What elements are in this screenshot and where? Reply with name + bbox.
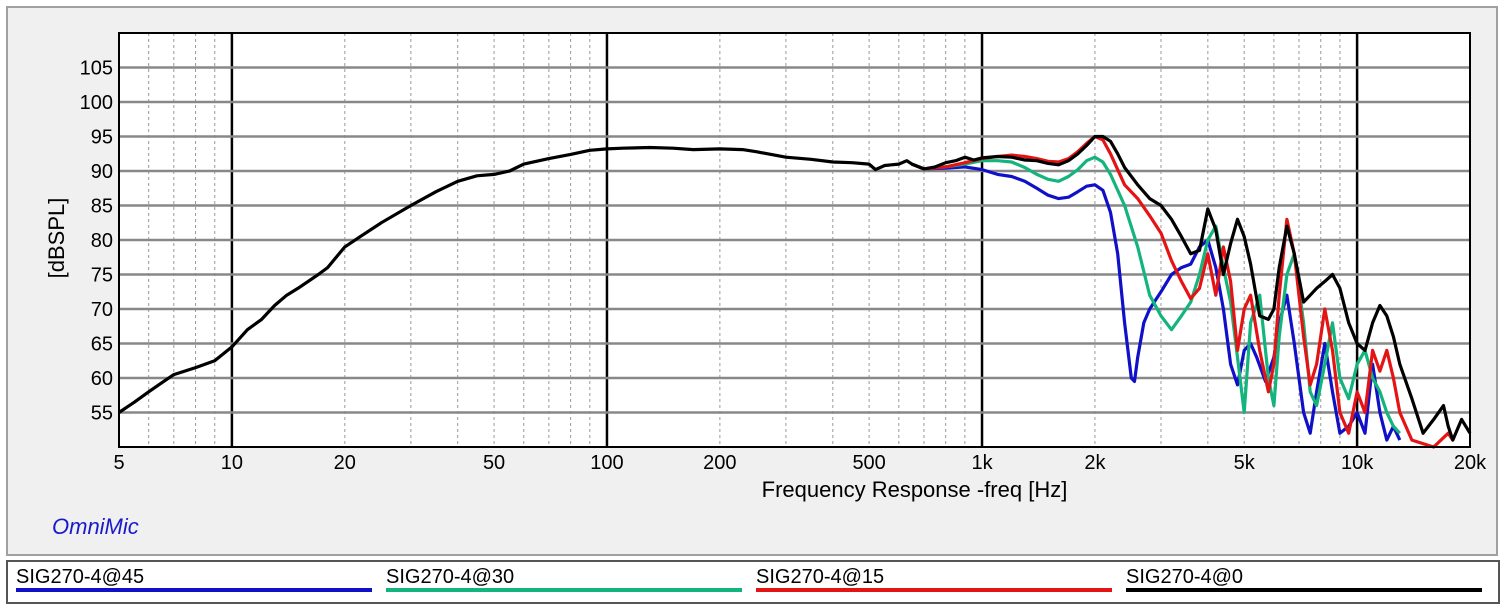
legend-item: SIG270-4@0 <box>1126 564 1482 600</box>
x-tick-label: 20 <box>334 452 356 474</box>
series-line-3 <box>118 134 1472 442</box>
series-line-1 <box>911 155 1401 435</box>
x-tick-label: 5k <box>1234 452 1256 474</box>
legend-label: SIG270-4@0 <box>1126 566 1244 588</box>
y-tick-label: 85 <box>91 196 113 218</box>
y-tick-label: 75 <box>91 265 113 287</box>
x-tick-label: 50 <box>483 452 505 474</box>
frequency-response-chart: 55 60 65 70 75 80 85 90 95 100 105 5 10 20 50 100 200 500… <box>44 32 1487 502</box>
plot-border <box>118 32 1471 448</box>
x-axis-title: Frequency Response -freq [Hz] <box>762 477 1068 502</box>
legend-item: SIG270-4@30 <box>386 564 742 600</box>
y-tick-label: 70 <box>91 299 113 321</box>
legend-item: SIG270-4@15 <box>756 564 1112 600</box>
x-tick-label: 100 <box>590 452 623 474</box>
legend-item: SIG270-4@45 <box>16 564 372 600</box>
legend-swatch <box>386 588 742 592</box>
legend-swatch <box>1126 588 1482 592</box>
legend-swatch <box>16 588 372 592</box>
y-tick-label: 60 <box>91 368 113 390</box>
x-tick-label: 10k <box>1341 452 1374 474</box>
series-line-0 <box>911 162 1402 442</box>
x-tick-label: 500 <box>852 452 885 474</box>
x-tick-label: 1k <box>971 452 993 474</box>
x-tick-label: 2k <box>1084 452 1106 474</box>
y-axis-title: [dBSPL] <box>44 198 69 279</box>
x-tick-label: 5 <box>113 452 124 474</box>
y-tick-label: 80 <box>91 230 113 252</box>
y-tick-label: 90 <box>91 161 113 183</box>
y-tick-label: 55 <box>91 403 113 425</box>
legend-swatch <box>756 588 1112 592</box>
x-tick-label: 200 <box>703 452 736 474</box>
y-tick-label: 95 <box>91 127 113 149</box>
legend-label: SIG270-4@45 <box>16 566 145 588</box>
legend-label: SIG270-4@15 <box>756 566 885 588</box>
brand-label: OmniMic <box>52 514 139 539</box>
x-tick-label: 20k <box>1454 452 1487 474</box>
y-tick-label: 65 <box>91 334 113 356</box>
x-tick-label: 10 <box>221 452 243 474</box>
legend: SIG270-4@45 SIG270-4@30 SIG270-4@15 SIG270-… <box>6 560 1500 604</box>
y-tick-label: 105 <box>80 58 113 80</box>
y-tick-label: 100 <box>80 92 113 114</box>
legend-label: SIG270-4@30 <box>386 566 515 588</box>
